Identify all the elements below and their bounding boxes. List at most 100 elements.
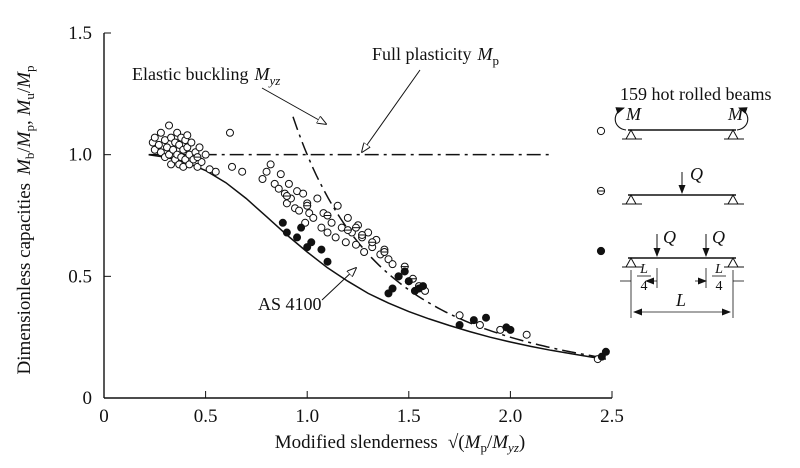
data-point-open: [341, 238, 350, 247]
data-point-open: [388, 260, 397, 269]
label-full-plasticity: Full plasticity Mp: [372, 44, 499, 68]
legend-beam-two-loads: [620, 234, 744, 318]
y-axis-title: Dimensionless capacitiesMb/Mp, Mu/Mp: [14, 66, 37, 375]
data-point-open: [150, 133, 159, 142]
data-point-open: [225, 128, 234, 137]
data-point-filled: [323, 257, 332, 266]
data-point-open: [295, 206, 304, 215]
data-point-filled: [388, 284, 397, 293]
data-point-open: [313, 194, 322, 203]
data-point-filled: [482, 313, 491, 322]
data-point-filled: [307, 238, 316, 247]
label-as4100: AS 4100: [258, 294, 322, 314]
data-point-filled: [419, 282, 428, 291]
data-point-open: [187, 138, 196, 147]
data-point-circle-bar: [351, 223, 360, 232]
data-point-filled: [455, 321, 464, 329]
data-point-circle-bar: [303, 201, 312, 210]
arrow-as4100: [321, 268, 356, 301]
x-tick-label: 1.5: [397, 406, 421, 427]
arrow-full-plasticity: [362, 69, 421, 152]
data-point-open: [360, 248, 369, 256]
data-point-circle-bar: [380, 248, 389, 256]
legend-quarter-right-num: L: [714, 262, 723, 277]
ticks: 0 0.5 1.0 1.5 2.0 2.5 0 0.5 1.0 1.5: [68, 23, 624, 427]
curve-as4100: [148, 153, 607, 360]
data-point-open: [276, 170, 285, 179]
arrow-elastic-buckling: [261, 87, 326, 124]
data-point-open: [522, 330, 531, 339]
data-point-open: [317, 223, 326, 232]
data-point-open: [351, 240, 360, 249]
legend-span: L: [675, 290, 686, 310]
data-point-open: [323, 228, 332, 237]
y-tick-label: 0: [83, 388, 93, 409]
data-point-circle-bar: [368, 238, 377, 247]
data-point-filled: [293, 233, 302, 242]
data-point-open: [455, 311, 464, 320]
data-point-filled: [506, 325, 515, 334]
data-point-open: [266, 160, 275, 169]
x-tick-label: 0.5: [194, 406, 218, 427]
data-point-filled: [394, 272, 403, 281]
data-point-filled: [400, 267, 409, 276]
legend-load-left: Q: [663, 227, 676, 247]
data-point-filled: [282, 228, 291, 237]
y-tick-label: 0.5: [68, 266, 92, 287]
data-point-open: [211, 167, 220, 176]
legend-quarter-left-den: 4: [641, 279, 648, 294]
data-point-filled: [404, 277, 413, 286]
data-point-filled: [297, 223, 306, 232]
legend-quarter-right-den: 4: [716, 279, 723, 294]
legend-marker-filled-circle: [596, 246, 606, 256]
legend-beam-uniform-moment: [614, 107, 749, 140]
legend-marker-open-circle: [596, 126, 606, 136]
data-points: [148, 121, 610, 364]
legend-beam-central-load: [622, 172, 744, 205]
data-point-open: [343, 213, 352, 222]
data-point-open: [262, 167, 271, 176]
data-point-circle-bar: [282, 192, 291, 201]
x-tick-label: 0: [99, 406, 109, 427]
data-point-open: [156, 128, 165, 137]
y-tick-label: 1.0: [68, 145, 92, 166]
x-tick-label: 1.0: [295, 406, 319, 427]
data-point-open: [165, 121, 174, 130]
data-point-open: [154, 140, 163, 149]
data-point-open: [238, 167, 247, 176]
legend-moment-left: M: [625, 104, 642, 124]
data-point-circle-bar: [193, 153, 202, 162]
data-point-open: [327, 218, 336, 227]
data-point-open: [284, 179, 293, 188]
curve-elastic-buckling: [292, 116, 607, 359]
label-elastic-buckling: Elastic buckling Myz: [132, 64, 280, 88]
legend-moment-right: M: [727, 104, 744, 124]
data-point-open: [333, 201, 342, 210]
data-point-open: [258, 175, 267, 183]
y-tick-label: 1.5: [68, 23, 92, 44]
data-point-circle-bar: [323, 211, 332, 220]
data-point-open: [228, 162, 237, 171]
data-point-open: [183, 131, 192, 140]
x-tick-label: 2.5: [600, 406, 624, 427]
data-point-open: [475, 321, 484, 329]
legend-load-central: Q: [690, 164, 703, 184]
data-point-open: [201, 150, 210, 159]
legend-title: 159 hot rolled beams: [620, 84, 771, 104]
x-tick-label: 2.0: [499, 406, 523, 427]
legend-quarter-left-num: L: [639, 262, 648, 277]
curves: [148, 116, 607, 360]
legend: 159 hot rolled beams M M Q: [596, 84, 771, 318]
legend-marker-circle-bar: [596, 186, 606, 196]
data-point-open: [331, 233, 340, 242]
data-point-filled: [601, 347, 610, 356]
data-point-open: [274, 184, 283, 193]
data-point-circle-bar: [343, 226, 352, 235]
data-point-filled: [469, 316, 478, 325]
data-point-open: [309, 213, 318, 222]
data-point-open: [299, 189, 308, 198]
axes: [103, 33, 612, 399]
data-point-circle-bar: [358, 230, 367, 239]
data-point-filled: [278, 218, 287, 227]
